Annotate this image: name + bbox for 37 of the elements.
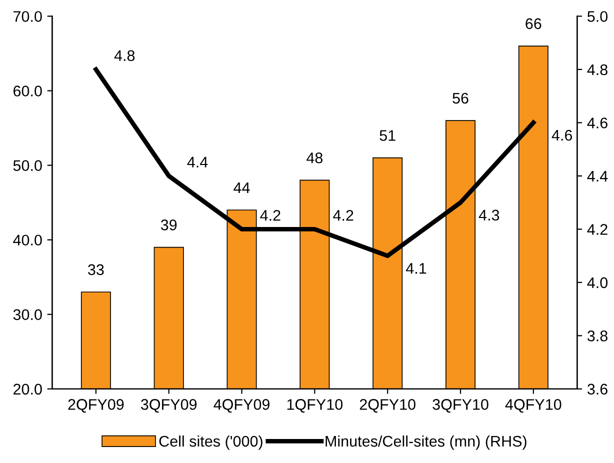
data-label: 4.6	[552, 130, 572, 141]
data-label: 56	[452, 92, 468, 104]
y-tick-label: 40.0	[13, 234, 42, 246]
data-label: 44	[234, 182, 250, 193]
x-tick-label: 1QFY10	[287, 399, 343, 413]
y2-tick-label: 4.8	[587, 64, 608, 76]
data-label: 4.8	[114, 50, 135, 62]
data-label: 33	[88, 264, 104, 276]
data-label: 66	[526, 18, 542, 30]
y2-tick-label: 3.8	[587, 330, 608, 342]
legend-label: Minutes/Cell-sites (mn) (RHS)	[326, 435, 526, 450]
y2-tick-label: 4.0	[587, 277, 608, 288]
y-tick-label: 30.0	[13, 309, 42, 320]
y2-tick-label: 4.6	[587, 118, 608, 128]
data-label: 4.4	[187, 156, 208, 168]
y-tick-label: 60.0	[14, 86, 42, 96]
data-label: 39	[160, 220, 177, 230]
data-label: 4.3	[478, 210, 500, 221]
x-tick-label: 3QFY10	[432, 399, 488, 413]
data-label: 4.2	[333, 210, 354, 221]
y-tick-label: 70.0	[14, 11, 42, 22]
y2-tick-label: 5.0	[587, 11, 608, 22]
data-label: 48	[306, 152, 323, 164]
y-tick-label: 50.0	[13, 160, 42, 171]
x-tick-label: 4QFY09	[214, 399, 270, 413]
y2-tick-label: 4.2	[587, 224, 608, 235]
y-tick-label: 20.0	[14, 384, 42, 395]
data-label: 51	[380, 130, 396, 141]
legend-label: Cell sites ('000)	[159, 435, 262, 450]
data-label: 4.1	[406, 263, 426, 274]
x-tick-label: 2QFY10	[360, 399, 416, 413]
y2-tick-label: 4.4	[587, 170, 608, 182]
x-tick-label: 3QFY09	[140, 399, 197, 413]
data-label: 4.2	[260, 210, 280, 221]
x-tick-label: 4QFY10	[505, 399, 562, 413]
y2-tick-label: 3.6	[587, 384, 608, 395]
x-tick-label: 2QFY09	[68, 399, 124, 413]
